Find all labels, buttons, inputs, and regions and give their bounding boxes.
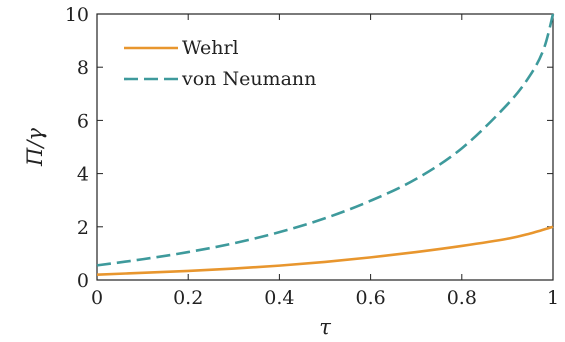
x-tick-label: 0.8 [447,287,477,309]
series-line-von-neumann [96,13,555,267]
y-tick-label: 10 [65,4,89,26]
x-tick-label: 0 [91,287,103,309]
legend: Wehrl von Neumann [124,37,316,90]
legend-label: von Neumann [181,68,316,90]
x-tick-label: 0.6 [355,287,385,309]
y-tick-label: 4 [77,164,89,186]
x-tick-label: 1 [547,287,559,309]
y-tick-label: 0 [77,270,89,292]
y-tick-label: 8 [77,57,89,79]
series-layer [96,13,555,276]
x-tick-label: 0.4 [264,287,294,309]
y-tick-label: 2 [77,217,89,239]
x-axis-label: τ [319,315,331,339]
y-tick-label: 6 [77,110,89,132]
x-tick-label: 0.2 [173,287,203,309]
legend-label: Wehrl [182,37,239,59]
plot-frame [96,13,554,281]
series-line-wehrl [96,225,554,276]
y-axis-label: Π/γ [23,128,47,167]
